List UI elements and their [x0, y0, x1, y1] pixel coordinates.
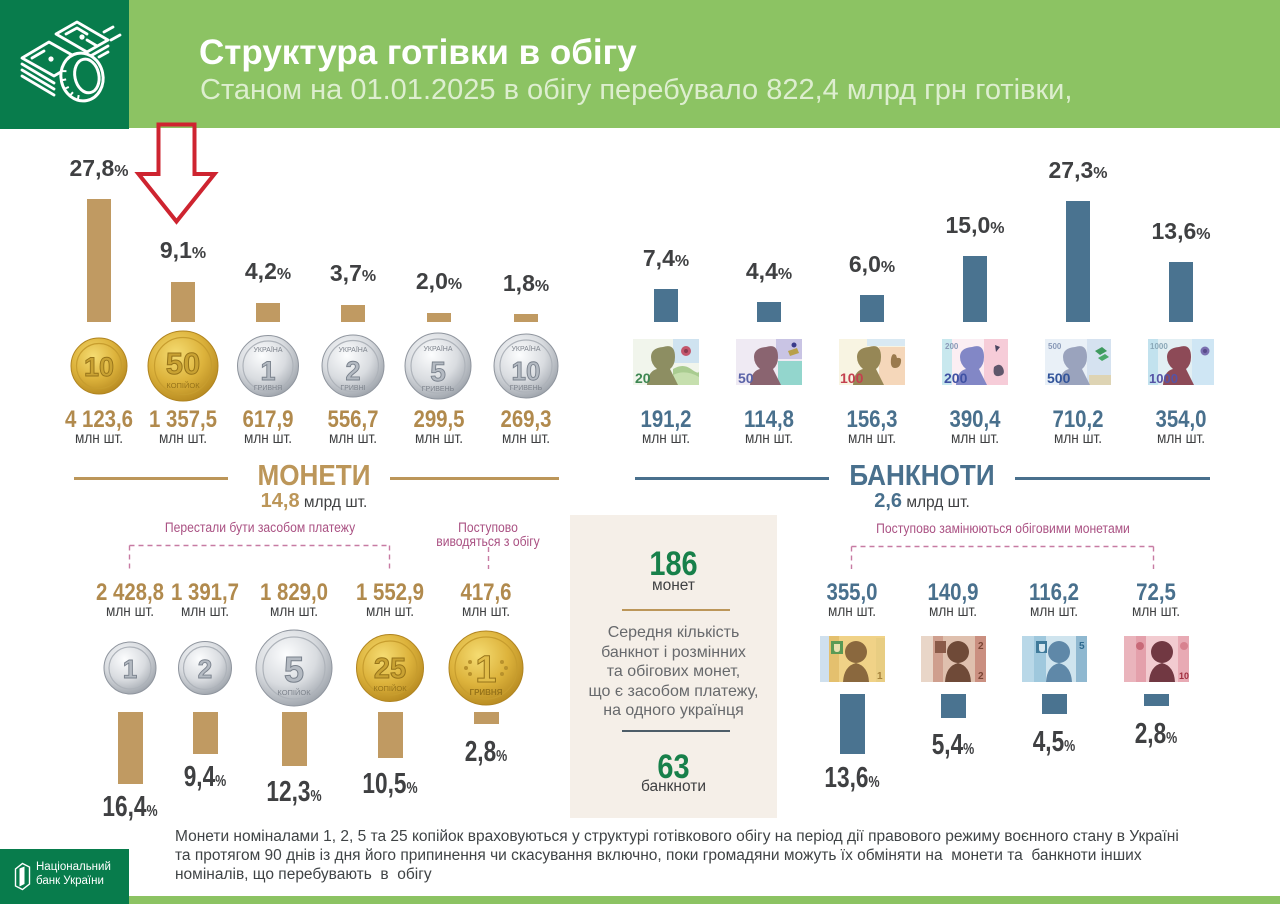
svg-text:ГРИВНЯ: ГРИВНЯ	[254, 385, 282, 392]
svg-text:1: 1	[475, 649, 496, 691]
svg-text:200: 200	[944, 370, 968, 386]
svg-text:5: 5	[284, 649, 304, 690]
svg-text:УКРАЇНА: УКРАЇНА	[253, 346, 282, 354]
svg-text:ГРИВНЯ: ГРИВНЯ	[470, 688, 503, 697]
svg-text:1: 1	[260, 356, 275, 386]
svg-text:25: 25	[374, 653, 406, 685]
svg-text:2: 2	[198, 654, 212, 684]
svg-text:1: 1	[123, 654, 137, 684]
svg-text:10: 10	[84, 352, 114, 382]
svg-text:10: 10	[1179, 671, 1189, 681]
svg-text:УКРАЇНА: УКРАЇНА	[511, 345, 540, 353]
svg-text:200: 200	[945, 342, 959, 351]
svg-text:100: 100	[840, 370, 864, 386]
svg-text:КОПІЙОК: КОПІЙОК	[277, 688, 311, 697]
svg-text:5: 5	[430, 356, 446, 387]
svg-text:50: 50	[738, 370, 754, 386]
svg-text:500: 500	[1047, 370, 1071, 386]
svg-text:2: 2	[978, 641, 984, 652]
svg-text:КОПІЙОК: КОПІЙОК	[166, 381, 200, 390]
svg-text:1: 1	[877, 671, 883, 682]
svg-text:2: 2	[345, 356, 360, 386]
svg-text:1000: 1000	[1150, 342, 1168, 351]
svg-text:ГРИВЕНЬ: ГРИВЕНЬ	[510, 385, 543, 392]
svg-text:2: 2	[978, 671, 984, 682]
svg-text:КОПІЙОК: КОПІЙОК	[373, 684, 407, 693]
svg-text:1000: 1000	[1149, 371, 1178, 386]
svg-text:50: 50	[166, 346, 200, 381]
svg-text:ГРИВНІ: ГРИВНІ	[340, 385, 365, 392]
svg-text:УКРАЇНА: УКРАЇНА	[423, 345, 452, 353]
svg-text:20: 20	[635, 370, 651, 386]
svg-text:5: 5	[1079, 641, 1085, 652]
svg-text:500: 500	[1048, 342, 1062, 351]
svg-text:ГРИВЕНЬ: ГРИВЕНЬ	[422, 386, 455, 393]
svg-text:10: 10	[512, 356, 541, 386]
svg-text:УКРАЇНА: УКРАЇНА	[338, 346, 367, 354]
